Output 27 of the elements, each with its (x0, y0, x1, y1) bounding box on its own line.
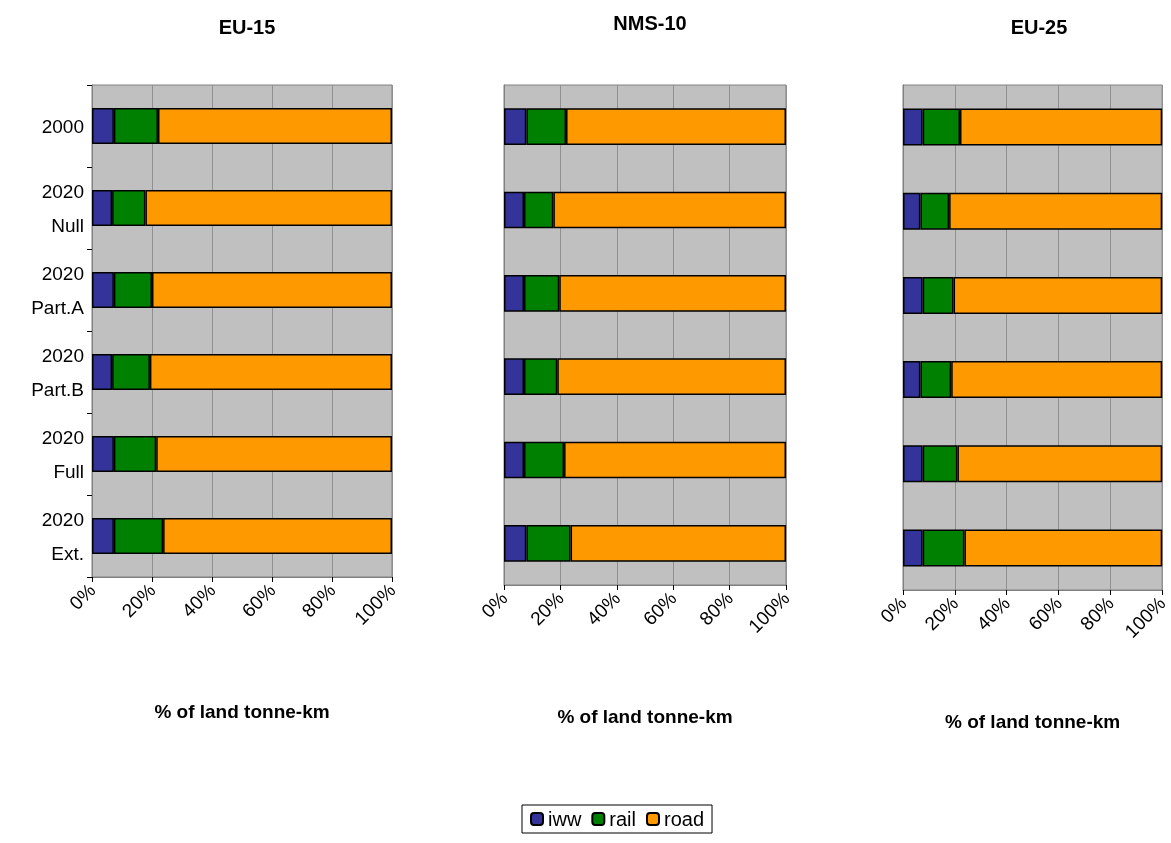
x-axis-title: % of land tonne-km (557, 706, 733, 727)
x-tick-label: 40% (972, 592, 1015, 635)
x-tick-label: 60% (237, 579, 280, 622)
x-axis-title: % of land tonne-km (944, 711, 1121, 732)
x-tick-label: 0% (876, 592, 911, 627)
legend-label: iww (548, 808, 582, 830)
legend-label: road (664, 808, 705, 830)
y-tick-label: 2000 (41, 115, 84, 137)
x-tick-label: 60% (1024, 592, 1066, 635)
x-axis-title: % of land tonne-km (154, 701, 330, 722)
x-tick-label: 40% (177, 579, 220, 622)
y-tick-label: 2020 Part.A (31, 262, 85, 318)
y-tick-label: 2020 Full (41, 426, 84, 482)
chart-title: NMS-10 (613, 12, 687, 34)
chart-title: EU-15 (218, 16, 276, 38)
x-tick-label: 80% (695, 587, 738, 630)
x-tick-label: 80% (297, 579, 340, 622)
y-tick-label: 2020 Null (41, 180, 84, 236)
y-tick-label: 2020 Part.B (31, 344, 84, 400)
x-tick-label: 0% (477, 587, 512, 622)
chart-title: EU-25 (1010, 16, 1068, 38)
x-tick-label: 80% (1076, 592, 1118, 635)
x-tick-label: 60% (638, 587, 681, 630)
y-tick-label: 2020 Ext. (41, 508, 84, 564)
x-tick-label: 0% (65, 579, 100, 614)
x-tick-label: 40% (582, 587, 625, 630)
legend-label: rail (609, 808, 636, 830)
